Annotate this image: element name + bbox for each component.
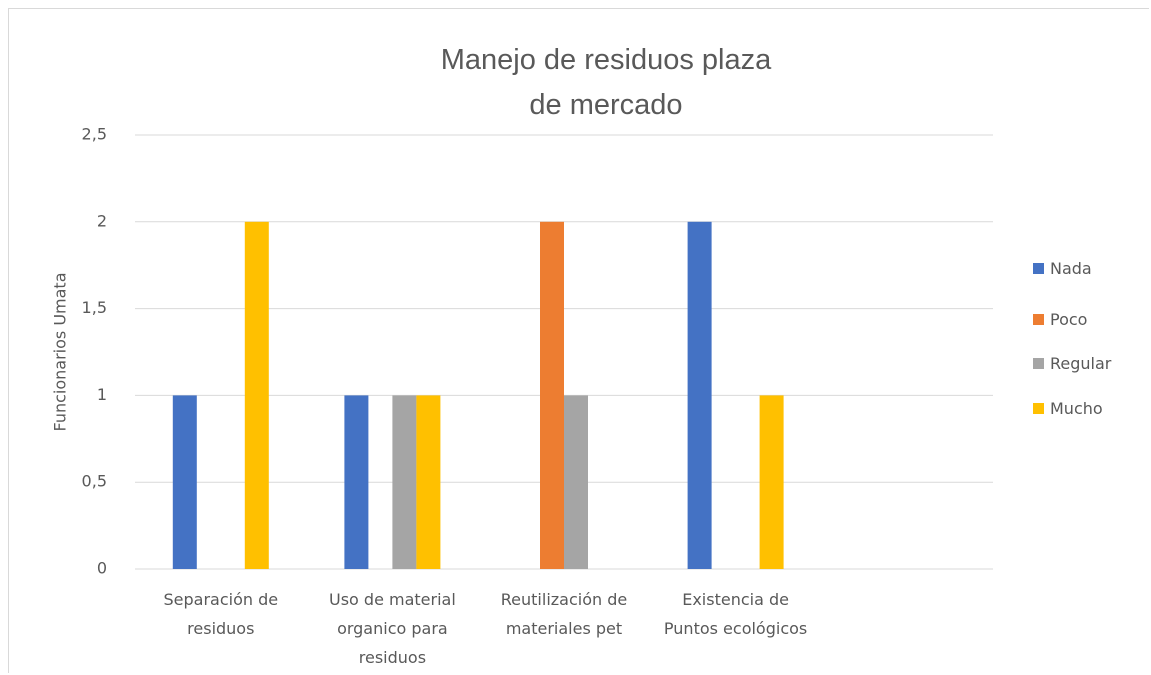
legend-label: Regular bbox=[1050, 354, 1112, 373]
y-tick-label: 0,5 bbox=[82, 472, 107, 491]
bar bbox=[687, 221, 712, 570]
y-tick-label: 0 bbox=[97, 559, 107, 578]
bar bbox=[344, 395, 369, 569]
chart-title: Manejo de residuos plaza de mercado bbox=[440, 44, 772, 121]
x-tick-label: Separación de residuos bbox=[163, 590, 279, 638]
bar bbox=[416, 395, 441, 569]
legend-label: Poco bbox=[1050, 310, 1088, 329]
bar bbox=[244, 221, 269, 570]
legend-swatch bbox=[1033, 263, 1044, 274]
legend-item: Mucho bbox=[1033, 399, 1103, 418]
bar bbox=[172, 395, 197, 569]
legend-swatch bbox=[1033, 403, 1044, 414]
x-tick-label: Existencia de Puntos ecológicos bbox=[663, 590, 808, 638]
y-tick-label: 1,5 bbox=[82, 298, 107, 317]
bar bbox=[540, 221, 564, 570]
x-tick-label: Uso de material organico para residuos bbox=[328, 590, 456, 667]
legend-swatch bbox=[1033, 314, 1044, 325]
y-tick-label: 2 bbox=[97, 211, 107, 230]
legend-item: Regular bbox=[1033, 354, 1111, 373]
legend-item: Poco bbox=[1033, 310, 1087, 329]
bar bbox=[759, 395, 784, 569]
legend-label: Mucho bbox=[1050, 399, 1103, 418]
chart-frame bbox=[8, 8, 1149, 673]
bar bbox=[564, 395, 588, 569]
y-tick-label: 2,5 bbox=[82, 125, 107, 144]
bar bbox=[392, 395, 417, 569]
y-tick-label: 1 bbox=[97, 385, 107, 404]
legend-label: Nada bbox=[1050, 259, 1092, 278]
legend-swatch bbox=[1033, 358, 1044, 369]
x-tick-label: Reutilización de materiales pet bbox=[500, 590, 628, 638]
legend-item: Nada bbox=[1033, 259, 1092, 278]
